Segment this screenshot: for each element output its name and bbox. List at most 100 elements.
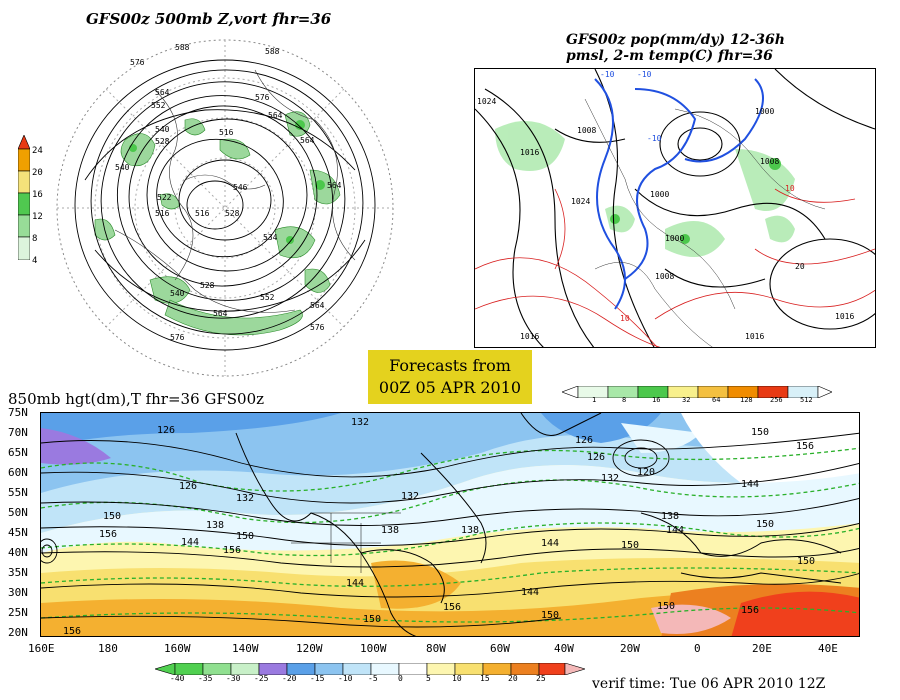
isobar-label: 1016 [520,148,539,157]
svg-text:144: 144 [666,525,684,536]
panel-850mb-title: 850mb hgt(dm),T fhr=36 GFS00z [8,390,265,408]
svg-text:540: 540 [115,163,130,172]
lon-label: 140W [232,642,259,655]
lon-label: 0 [694,642,701,655]
colorbar-500mb-label: 4 [32,256,38,266]
svg-text:150: 150 [103,511,121,522]
colorbar-850mb-label: -25 [254,674,269,683]
hgt-label: 144 [181,537,199,548]
lat-label: 45N [8,526,28,539]
svg-text:126: 126 [587,452,605,463]
svg-text:-10: -10 [600,70,615,79]
hgt-label: 126 [157,425,175,436]
svg-text:576: 576 [310,323,325,332]
colorbar-pmsl-label: 64 [712,396,721,404]
lon-label: 160E [28,642,55,655]
colorbar-850mb-label: -20 [282,674,297,683]
svg-text:1008: 1008 [655,272,674,281]
contour-label: 534 [263,233,278,242]
svg-text:132: 132 [601,473,619,484]
lat-label: 40N [8,546,28,559]
colorbar-pmsl-label: 8 [622,396,627,404]
colorbar-850mb-label: 20 [508,674,518,683]
colorbar-850mb-label: 25 [536,674,546,683]
panel-850mb-colorbar [153,660,587,676]
svg-text:540: 540 [170,289,185,298]
svg-text:156: 156 [443,602,461,613]
hgt-label: 126 [179,481,197,492]
svg-text:144: 144 [346,578,364,589]
contour-label: 528 [155,137,170,146]
lat-label: 65N [8,446,28,459]
temp-label: 10 [620,314,630,323]
svg-text:552: 552 [260,293,275,302]
colorbar-850mb-label: -5 [368,674,378,683]
colorbar-pmsl-label: 32 [682,396,691,404]
lon-label: 20W [620,642,640,655]
lat-label: 70N [8,426,28,439]
pmsl-map-svg: 1024 1016 1008 1000 1024 1016 1016 1016 … [475,69,875,347]
svg-text:144: 144 [521,587,539,598]
svg-text:156: 156 [796,441,814,452]
svg-text:144: 144 [541,538,559,549]
colorbar-850mb-label: 5 [426,674,431,683]
svg-text:576: 576 [170,333,185,342]
svg-text:564: 564 [327,181,342,190]
svg-text:516: 516 [195,209,210,218]
svg-text:552: 552 [151,101,166,110]
svg-text:1000: 1000 [755,107,774,116]
colorbar-500mb-label: 16 [32,190,43,200]
panel-500mb-title: GFS00z 500mb Z,vort fhr=36 [86,10,332,28]
svg-text:150: 150 [797,556,815,567]
colorbar-850mb-label: -30 [226,674,241,683]
temp-label: -10 [647,134,662,143]
lon-label: 80W [426,642,446,655]
colorbar-500mb-label: 8 [32,234,38,244]
hgt-label: 132 [351,417,369,428]
svg-text:588: 588 [265,47,280,56]
lon-label: 60W [490,642,510,655]
svg-text:150: 150 [756,519,774,530]
colorbar-pmsl-label: 512 [800,396,813,404]
colorbar-pmsl-label: 256 [770,396,783,404]
hgt-label: 156 [223,545,241,556]
svg-text:564: 564 [300,136,315,145]
lon-label: 160W [164,642,191,655]
lon-label: 20E [752,642,772,655]
lat-label: 50N [8,506,28,519]
banner-line-1: Forecasts from [389,356,511,375]
banner-line-2: 00Z 05 APR 2010 [378,378,522,397]
hgt-label: 132 [236,493,254,504]
lat-label: 60N [8,466,28,479]
svg-text:1008: 1008 [760,157,779,166]
colorbar-850mb-label: -35 [198,674,213,683]
svg-text:132: 132 [401,491,419,502]
forecast-banner: Forecasts from 00Z 05 APR 2010 [368,350,532,404]
colorbar-850mb-label: -10 [338,674,353,683]
lon-label: 100W [360,642,387,655]
lon-label: 180 [98,642,118,655]
lon-label: 120W [296,642,323,655]
svg-text:1016: 1016 [520,332,539,341]
svg-text:-10: -10 [637,70,652,79]
lat-label: 20N [8,626,28,639]
svg-text:126: 126 [575,435,593,446]
isobar-label: 1000 [665,234,684,243]
svg-text:564: 564 [310,301,325,310]
lat-label: 75N [8,406,28,419]
contour-label: 522 [157,193,172,202]
temp-label: 20 [795,262,805,271]
svg-text:564: 564 [268,111,283,120]
svg-text:1016: 1016 [745,332,764,341]
contour-label: 564 [155,88,170,97]
isobar-label: 1008 [577,126,596,135]
svg-text:576: 576 [255,93,270,102]
svg-text:138: 138 [381,525,399,536]
hgt-label: 138 [206,520,224,531]
colorbar-850mb-svg [153,662,587,676]
svg-text:156: 156 [63,626,81,637]
isobar-label: 1024 [477,97,496,106]
svg-text:138: 138 [461,525,479,536]
panel-pmsl-map: 1024 1016 1008 1000 1024 1016 1016 1016 … [474,68,876,348]
svg-text:138: 138 [661,511,679,522]
